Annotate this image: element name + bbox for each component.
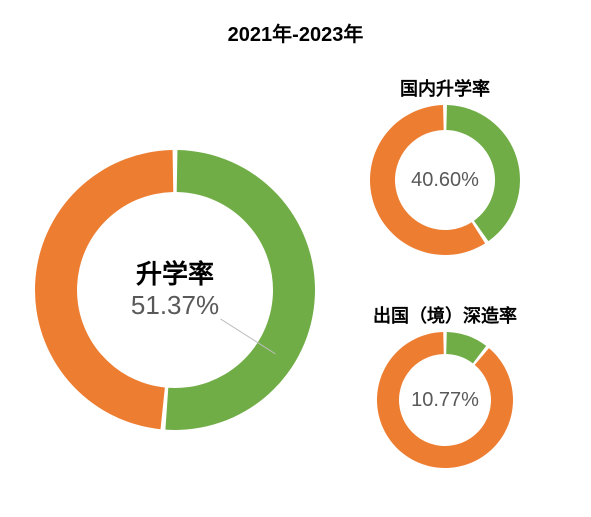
donut-domestic-value: 40.60% — [411, 168, 479, 192]
donut-domestic-center: 40.60% — [411, 168, 479, 192]
title-text: 2021年-2023年 — [228, 24, 364, 46]
donut-main-value: 51.37% — [131, 290, 219, 321]
donut-main: 升学率 51.37% — [35, 150, 315, 430]
donut-abroad-value: 10.77% — [411, 388, 479, 412]
domestic-title-text: 国内升学率 — [400, 79, 490, 99]
abroad-title: 出国（境）深造率 — [325, 302, 565, 328]
donut-main-label: 升学率 — [131, 259, 219, 290]
donut-abroad: 10.77% — [377, 332, 513, 468]
domestic-title: 国内升学率 — [325, 75, 565, 101]
donut-main-center: 升学率 51.37% — [131, 259, 219, 321]
abroad-title-text: 出国（境）深造率 — [373, 306, 517, 326]
page-title: 2021年-2023年 — [0, 18, 591, 47]
donut-domestic: 40.60% — [370, 105, 520, 255]
donut-abroad-center: 10.77% — [411, 388, 479, 412]
